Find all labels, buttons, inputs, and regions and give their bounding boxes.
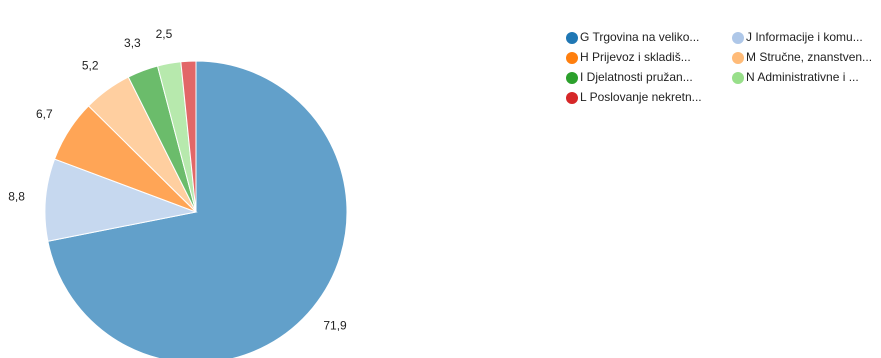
data-label: 3,3 [124, 36, 141, 50]
legend-marker [566, 92, 578, 104]
legend-label: H Prijevoz i skladiš... [580, 50, 691, 64]
legend-label: I Djelatnosti pružan... [580, 70, 693, 84]
data-label: 2,5 [156, 27, 173, 41]
data-label: 71,9 [323, 318, 347, 332]
legend-label: M Stručne, znanstven... [746, 50, 872, 64]
pie-slice [47, 60, 348, 358]
legend-marker [732, 52, 744, 64]
legend-label: J Informacije i komu... [746, 30, 863, 44]
legend-label: L Poslovanje nekretn... [580, 90, 702, 104]
pie-slice [180, 60, 197, 213]
legend-marker [566, 72, 578, 84]
legend-label: G Trgovina na veliko... [580, 30, 699, 44]
legend-marker [732, 72, 744, 84]
data-label: 6,7 [36, 107, 53, 121]
data-label: 5,2 [82, 59, 99, 73]
legend-marker [732, 32, 744, 44]
pie-slice [44, 158, 198, 242]
data-label: 8,8 [8, 189, 25, 203]
legend-label: N Administrativne i ... [746, 70, 859, 84]
legend-marker [566, 32, 578, 44]
legend-marker [566, 52, 578, 64]
